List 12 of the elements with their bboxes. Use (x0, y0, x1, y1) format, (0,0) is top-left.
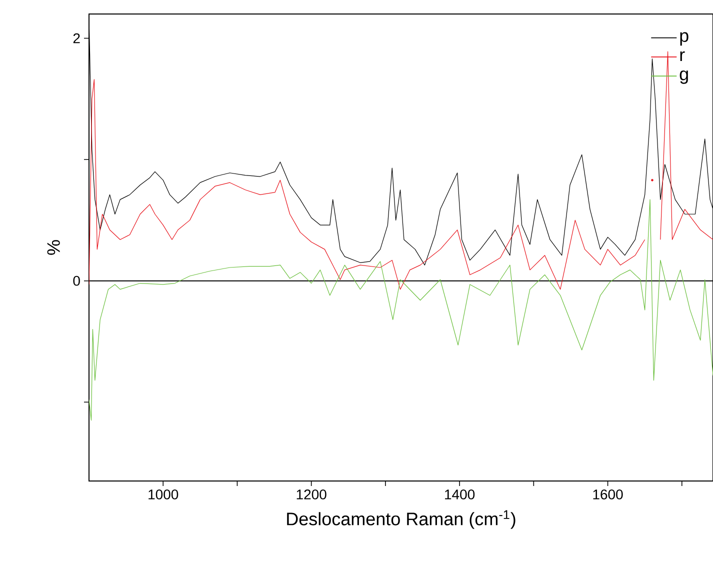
line-series (89, 199, 713, 421)
x-tick-label: 1000 (148, 490, 178, 500)
x-tick-label: 1200 (296, 490, 326, 500)
y-tick-label: 2 (73, 33, 80, 44)
x-tick-label: 1400 (445, 490, 475, 500)
x-tick-label: 1600 (593, 490, 623, 500)
legend-label: g (680, 70, 688, 84)
x-axis-title: Deslocamento Raman (cm$^{-1}$) (287, 510, 516, 529)
y-axis-title: % (47, 240, 60, 255)
legend-label: r (680, 51, 685, 62)
y-tick-label: 0 (73, 276, 80, 286)
legend-label: p (680, 32, 688, 46)
